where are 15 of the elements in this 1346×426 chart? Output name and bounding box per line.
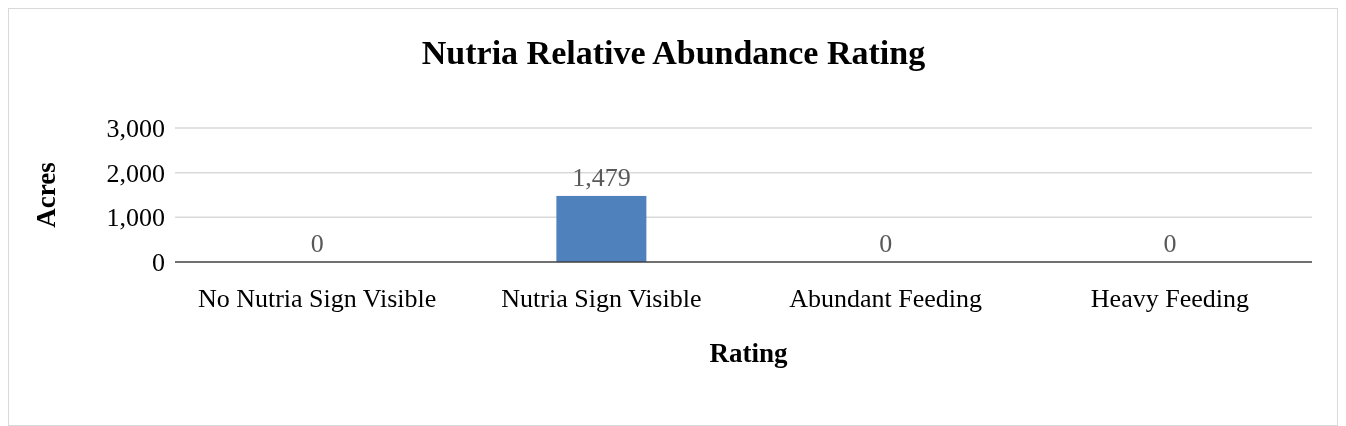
y-tick-label: 3,000: [106, 114, 165, 144]
y-tick-label: 1,000: [106, 203, 165, 233]
data-label: 0: [1163, 229, 1177, 258]
y-axis-title: Acres: [31, 162, 61, 228]
x-tick-label: Heavy Feeding: [1090, 284, 1249, 313]
x-tick-label: No Nutria Sign Visible: [197, 284, 437, 313]
x-axis-title: Rating: [709, 338, 788, 368]
y-tick-label: 2,000: [106, 158, 165, 188]
x-tick-label: Nutria Sign Visible: [501, 284, 702, 313]
data-label: 0: [310, 229, 324, 258]
data-label: 1,479: [572, 162, 631, 192]
x-tick-label: Abundant Feeding: [789, 284, 983, 313]
data-label: 0: [879, 229, 893, 258]
chart-title: Nutria Relative Abundance Rating: [421, 34, 926, 71]
y-tick-label: 0: [152, 248, 165, 278]
